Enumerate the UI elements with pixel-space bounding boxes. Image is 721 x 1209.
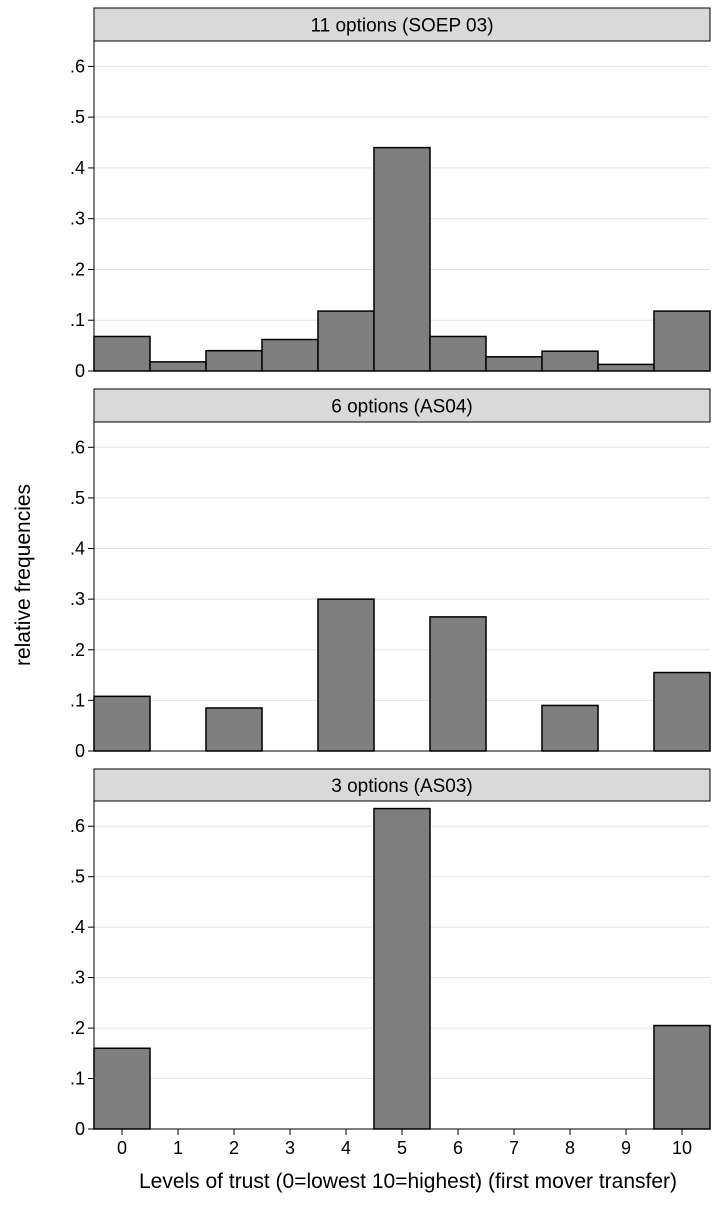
y-tick-label: .2 (70, 259, 85, 279)
panel-title: 6 options (AS04) (331, 397, 473, 418)
panel-2: 6 options (AS04) 0 .1 .2 .3 .4 .5 .6 (70, 388, 711, 761)
y-tick-label: .6 (70, 437, 85, 457)
x-tick-label: 2 (229, 1138, 239, 1158)
bar-x10 (653, 1024, 711, 1130)
y-tick-label: .5 (70, 867, 85, 887)
x-axis-title: Levels of trust (0=lowest 10=highest) (f… (139, 1170, 677, 1193)
bar-x1 (149, 361, 207, 372)
y-tick-label: .3 (70, 209, 85, 229)
bar-x4 (317, 598, 375, 752)
bar-x0 (93, 335, 151, 372)
y-tick-label: .1 (70, 1069, 85, 1089)
x-tick-label: 3 (285, 1138, 295, 1158)
y-tick-label: .5 (70, 488, 85, 508)
bar-x7 (485, 356, 543, 372)
panel-title: 11 options (SOEP 03) (310, 16, 493, 37)
bar-x8 (541, 350, 599, 372)
panel-title: 3 options (AS03) (331, 776, 473, 797)
y-tick-label: 0 (75, 741, 85, 761)
y-tick-label: .1 (70, 310, 85, 330)
y-tick-label: .1 (70, 690, 85, 710)
y-tick-label: .4 (70, 917, 85, 937)
bar-x4 (317, 310, 375, 372)
x-tick-label: 8 (565, 1138, 575, 1158)
y-tick-label: .3 (70, 589, 85, 609)
bar-x2 (205, 707, 263, 752)
x-tick-label: 4 (341, 1138, 351, 1158)
panel-header (93, 388, 711, 423)
x-axis-ticks: 0 1 2 3 4 5 6 7 8 9 10 (117, 1129, 692, 1158)
panel-3: 3 options (AS03) 0 .1 .2 .3 .4 .5 .6 (70, 768, 711, 1139)
bar-x0 (93, 695, 151, 752)
x-tick-label: 9 (621, 1138, 631, 1158)
bar-x3 (261, 338, 319, 372)
bar-x10 (653, 671, 711, 752)
y-tick-label: .4 (70, 539, 85, 559)
y-tick-label: .2 (70, 640, 85, 660)
y-tick-label: 0 (75, 361, 85, 381)
y-tick-label: .2 (70, 1018, 85, 1038)
panel-header (93, 768, 711, 802)
x-tick-label: 1 (173, 1138, 183, 1158)
bar-x0 (93, 1047, 151, 1130)
panel-header (93, 7, 711, 42)
bar-x6 (429, 616, 487, 752)
x-tick-label: 10 (672, 1138, 692, 1158)
bar-x6 (429, 335, 487, 372)
bar-x5 (373, 807, 431, 1130)
x-tick-label: 0 (117, 1138, 127, 1158)
y-axis-title: relative frequencies (12, 484, 35, 666)
y-tick-label: .6 (70, 816, 85, 836)
x-tick-label: 6 (453, 1138, 463, 1158)
panel-1: 11 options (SOEP 03) 0 .1 .2 .3 .4 .5 .6 (70, 7, 711, 381)
x-tick-label: 7 (509, 1138, 519, 1158)
y-tick-label: .5 (70, 107, 85, 127)
bar-x2 (205, 349, 263, 372)
y-tick-label: 0 (75, 1119, 85, 1139)
x-tick-label: 5 (397, 1138, 407, 1158)
y-tick-label: .6 (70, 56, 85, 76)
bar-x10 (653, 310, 711, 372)
y-tick-label: .3 (70, 968, 85, 988)
bar-x8 (541, 704, 599, 752)
bar-x5 (373, 146, 431, 372)
y-tick-label: .4 (70, 158, 85, 178)
bar-x9 (597, 363, 655, 372)
